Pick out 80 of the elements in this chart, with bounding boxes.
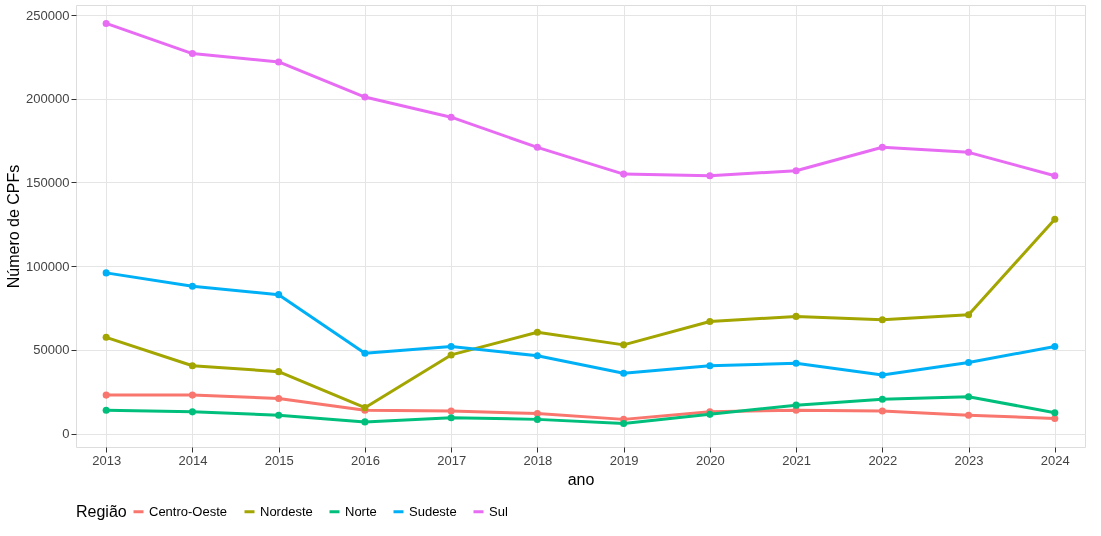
point <box>275 291 283 299</box>
point <box>102 333 110 341</box>
point <box>1051 415 1059 423</box>
x-tick-label: 2016 <box>350 452 380 468</box>
point <box>965 411 973 419</box>
point <box>965 393 973 401</box>
legend-label: Norte <box>345 503 377 519</box>
point <box>878 371 886 379</box>
point <box>275 394 283 402</box>
point <box>878 143 886 151</box>
point <box>188 282 196 290</box>
point <box>1051 215 1059 223</box>
legend-label: Nordeste <box>260 503 313 519</box>
point <box>447 343 455 351</box>
point <box>965 358 973 366</box>
point <box>102 391 110 399</box>
point <box>792 167 800 175</box>
point <box>102 406 110 414</box>
point <box>447 113 455 121</box>
point <box>533 409 541 418</box>
legend-label: Sul <box>489 503 508 519</box>
point <box>792 401 800 409</box>
point <box>1051 343 1059 351</box>
legend-label: Sudeste <box>409 503 457 519</box>
point <box>275 411 283 419</box>
point <box>878 316 886 324</box>
point <box>965 148 973 156</box>
point <box>533 143 541 151</box>
y-tick-label: 250000 <box>26 7 70 23</box>
point <box>878 407 886 415</box>
y-axis-title: Número de CPFs <box>5 164 23 289</box>
x-tick-label: 2014 <box>178 452 208 468</box>
point <box>620 341 628 349</box>
x-tick-label: 2020 <box>695 452 725 468</box>
point <box>447 351 455 359</box>
x-tick-label: 2019 <box>609 452 639 468</box>
x-tick-label: 2021 <box>782 452 812 468</box>
y-tick-label: 200000 <box>26 91 70 107</box>
point <box>188 391 196 399</box>
x-tick-label: 2015 <box>264 452 294 468</box>
point <box>533 415 541 423</box>
point <box>188 408 196 416</box>
point <box>1051 409 1059 417</box>
point <box>878 395 886 403</box>
point <box>706 317 714 325</box>
point <box>188 362 196 370</box>
y-tick-label: 0 <box>62 426 70 442</box>
y-tick-label: 50000 <box>33 342 70 358</box>
y-tick-label: 150000 <box>26 174 70 190</box>
point <box>620 369 628 377</box>
point <box>361 418 369 426</box>
x-tick-label: 2023 <box>954 452 984 468</box>
x-tick-label: 2024 <box>1040 452 1070 468</box>
point <box>102 269 110 277</box>
point <box>620 420 628 428</box>
point <box>361 93 369 101</box>
x-tick-label: 2018 <box>523 452 553 468</box>
point <box>706 172 714 180</box>
point <box>620 170 628 178</box>
point <box>447 407 455 415</box>
point <box>275 58 283 66</box>
point <box>792 359 800 367</box>
point <box>447 414 455 422</box>
point <box>188 50 196 58</box>
x-tick-label: 2013 <box>92 452 122 468</box>
point <box>533 352 541 360</box>
point <box>706 362 714 370</box>
point <box>275 368 283 376</box>
legend-title: Região <box>76 503 127 520</box>
point <box>102 19 110 27</box>
y-tick-label: 100000 <box>26 258 70 274</box>
point <box>1051 172 1059 180</box>
x-tick-label: 2022 <box>868 452 898 468</box>
point <box>792 312 800 320</box>
legend-label: Centro-Oeste <box>149 503 228 519</box>
point <box>361 349 369 357</box>
x-tick-label: 2017 <box>437 452 467 468</box>
point <box>533 328 541 336</box>
x-axis-title: ano <box>567 470 595 488</box>
point <box>965 311 973 319</box>
